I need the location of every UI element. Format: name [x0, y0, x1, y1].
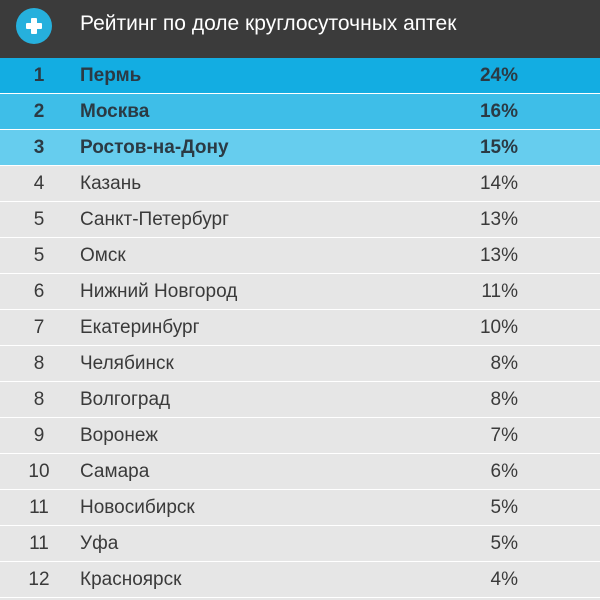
city-cell: Красноярск	[80, 569, 182, 590]
table-row: 12 Красноярск 4%	[0, 562, 600, 598]
share-cell: 4%	[490, 569, 518, 590]
city-cell: Челябинск	[80, 353, 174, 374]
table-row: 5 Санкт-Петербург 13%	[0, 202, 600, 238]
share-cell: 7%	[490, 425, 518, 446]
city-cell: Волгоград	[80, 389, 171, 410]
header-bar: Рейтинг по доле круглосуточных аптек	[0, 0, 600, 58]
table-row: 2 Москва 16%	[0, 94, 600, 130]
share-cell: 5%	[490, 533, 518, 554]
table-row: 3 Ростов-на-Дону 15%	[0, 130, 600, 166]
share-cell: 10%	[479, 317, 518, 338]
plus-icon	[16, 8, 52, 44]
city-cell: Самара	[80, 461, 150, 482]
share-cell: 5%	[490, 497, 518, 518]
table-row: 7 Екатеринбург 10%	[0, 310, 600, 346]
share-cell: 15%	[479, 137, 518, 158]
ranking-table: 1 Пермь 24% 2 Москва 16% 3 Ростов-на-Дону 15% 4 Ка…	[0, 58, 600, 598]
table-row: 9 Воронеж 7%	[0, 418, 600, 454]
city-cell: Новосибирск	[80, 497, 195, 518]
city-cell: Уфа	[80, 533, 119, 554]
rank-cell: 9	[33, 425, 45, 446]
city-cell: Омск	[80, 245, 126, 266]
chart-title: Рейтинг по доле круглосуточных аптек	[80, 12, 457, 35]
city-cell: Пермь	[80, 65, 142, 86]
share-cell: 8%	[490, 389, 518, 410]
table-row: 11 Уфа 5%	[0, 526, 600, 562]
rank-cell: 2	[33, 101, 45, 122]
city-cell: Казань	[80, 173, 142, 194]
table-row: 8 Челябинск 8%	[0, 346, 600, 382]
rank-cell: 12	[28, 569, 50, 590]
table-row: 8 Волгоград 8%	[0, 382, 600, 418]
share-cell: 13%	[479, 209, 518, 230]
rank-cell: 10	[28, 461, 50, 482]
share-cell: 13%	[479, 245, 518, 266]
table-row: 11 Новосибирск 5%	[0, 490, 600, 526]
rank-cell: 11	[29, 497, 49, 518]
table-row: 4 Казань 14%	[0, 166, 600, 202]
rank-cell: 5	[33, 245, 45, 266]
share-cell: 11%	[481, 281, 518, 302]
city-cell: Москва	[80, 101, 150, 122]
rank-cell: 6	[33, 281, 45, 302]
rank-cell: 8	[33, 353, 45, 374]
share-cell: 6%	[490, 461, 518, 482]
rank-cell: 7	[33, 317, 45, 338]
share-cell: 24%	[479, 65, 518, 86]
city-cell: Нижний Новгород	[80, 281, 238, 302]
city-cell: Санкт-Петербург	[80, 209, 230, 230]
rank-cell: 8	[33, 389, 45, 410]
city-cell: Ростов-на-Дону	[80, 137, 229, 158]
rank-cell: 3	[33, 137, 45, 158]
table-row: 6 Нижний Новгород 11%	[0, 274, 600, 310]
city-cell: Воронеж	[80, 425, 158, 446]
table-row: 5 Омск 13%	[0, 238, 600, 274]
share-cell: 16%	[479, 101, 518, 122]
table-row: 1 Пермь 24%	[0, 58, 600, 94]
rank-cell: 4	[33, 173, 45, 194]
rank-cell: 1	[33, 65, 45, 86]
city-cell: Екатеринбург	[80, 317, 200, 338]
rank-cell: 11	[29, 533, 49, 554]
rank-cell: 5	[33, 209, 45, 230]
table-row: 10 Самара 6%	[0, 454, 600, 490]
share-cell: 14%	[479, 173, 518, 194]
share-cell: 8%	[490, 353, 518, 374]
